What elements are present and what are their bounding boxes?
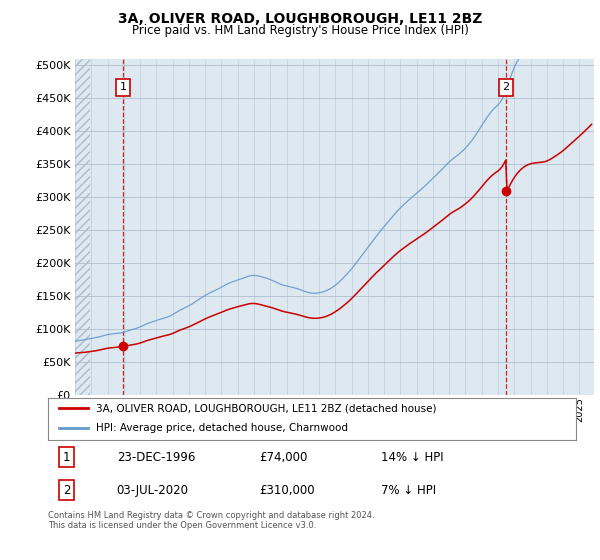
Text: Price paid vs. HM Land Registry's House Price Index (HPI): Price paid vs. HM Land Registry's House … [131, 24, 469, 36]
Text: 1: 1 [63, 451, 70, 464]
Bar [75, 59, 91, 395]
Text: 1: 1 [120, 82, 127, 92]
Text: 3A, OLIVER ROAD, LOUGHBOROUGH, LE11 2BZ (detached house): 3A, OLIVER ROAD, LOUGHBOROUGH, LE11 2BZ … [95, 403, 436, 413]
Text: 14% ↓ HPI: 14% ↓ HPI [380, 451, 443, 464]
Text: 2: 2 [503, 82, 510, 92]
Text: 2: 2 [63, 484, 70, 497]
Text: 23-DEC-1996: 23-DEC-1996 [116, 451, 195, 464]
Text: 7% ↓ HPI: 7% ↓ HPI [380, 484, 436, 497]
Text: Contains HM Land Registry data © Crown copyright and database right 2024.
This d: Contains HM Land Registry data © Crown c… [48, 511, 374, 530]
Text: 03-JUL-2020: 03-JUL-2020 [116, 484, 188, 497]
Text: HPI: Average price, detached house, Charnwood: HPI: Average price, detached house, Char… [95, 423, 347, 433]
Text: £74,000: £74,000 [259, 451, 308, 464]
Text: 3A, OLIVER ROAD, LOUGHBOROUGH, LE11 2BZ: 3A, OLIVER ROAD, LOUGHBOROUGH, LE11 2BZ [118, 12, 482, 26]
Text: £310,000: £310,000 [259, 484, 315, 497]
